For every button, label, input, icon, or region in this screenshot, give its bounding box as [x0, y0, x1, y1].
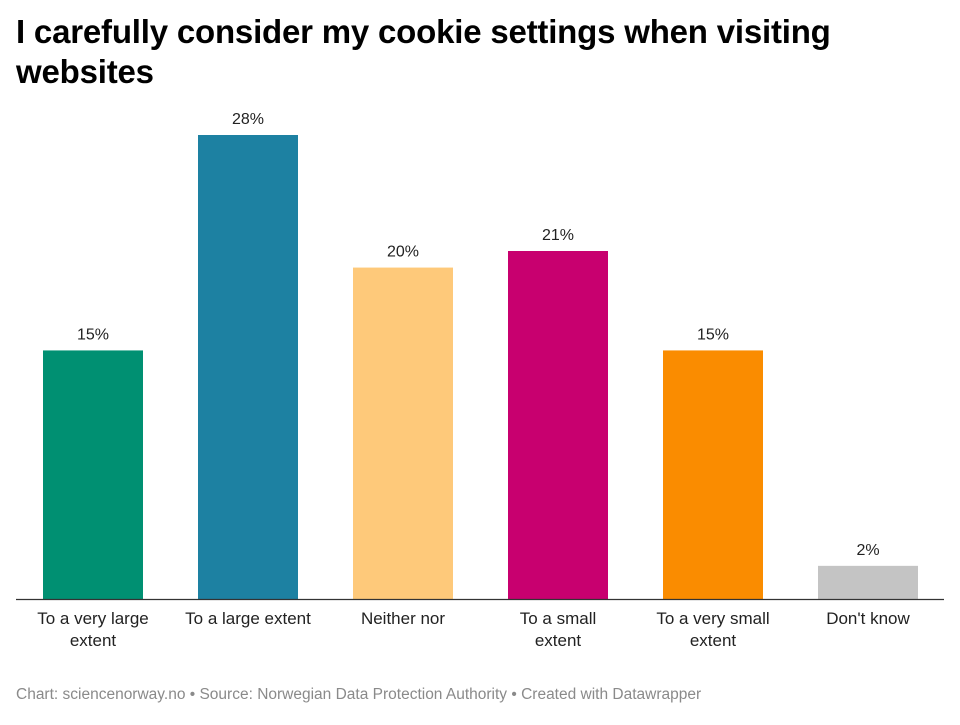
- bar-5: [663, 350, 763, 599]
- bar-6: [818, 565, 918, 599]
- value-label-1: 15%: [77, 326, 109, 343]
- category-label-1: To a very large extent: [37, 609, 149, 650]
- category-label-3: Neither nor: [361, 609, 445, 628]
- bar-2: [198, 135, 298, 599]
- value-label-6: 2%: [856, 542, 879, 559]
- category-label-5: To a very small extent: [656, 609, 769, 650]
- value-label-4: 21%: [542, 227, 574, 244]
- category-label-2: To a large extent: [185, 609, 311, 628]
- value-label-5: 15%: [697, 326, 729, 343]
- category-label-6: Don't know: [826, 609, 910, 628]
- value-label-3: 20%: [387, 244, 419, 261]
- category-label-4: To a small extent: [520, 609, 597, 650]
- bar-3: [353, 267, 453, 599]
- bar-1: [43, 350, 143, 599]
- bar-4: [508, 251, 608, 599]
- chart-title: I carefully consider my cookie settings …: [16, 13, 831, 90]
- value-label-2: 28%: [232, 111, 264, 128]
- chart-footer: Chart: sciencenorway.no • Source: Norweg…: [16, 686, 702, 703]
